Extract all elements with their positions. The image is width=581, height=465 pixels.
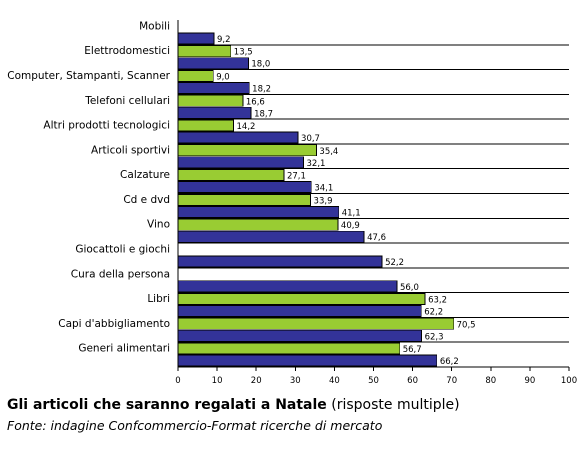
bar (177, 317, 455, 330)
bar (177, 193, 311, 206)
value-label: 41,1 (342, 208, 361, 218)
chart-caption-bold: Gli articoli che saranno regalati a Nata… (7, 397, 327, 413)
value-label: 9,0 (216, 72, 230, 82)
value-label: 66,2 (440, 357, 459, 367)
bar (177, 280, 398, 293)
value-label: 52,2 (385, 258, 404, 268)
bar (177, 293, 426, 305)
x-tick-label: 60 (407, 376, 418, 386)
value-label: 14,2 (237, 122, 256, 132)
category-label: Mobili (139, 20, 170, 32)
bar (177, 329, 422, 342)
value-label: 35,4 (319, 147, 338, 157)
x-tick-label: 0 (175, 376, 180, 386)
bar (177, 45, 232, 58)
bar (177, 218, 339, 231)
x-tick-label: 100 (561, 376, 577, 386)
chart-source: Fonte: indagine Confcommercio-Format ric… (7, 418, 383, 433)
chart-caption-rest: (risposte multiple) (331, 397, 460, 413)
value-label: 47,6 (367, 233, 386, 243)
bar (177, 82, 250, 94)
bar-chart: Mobili 9,2 Elettrodomestici 13,5 18,0 Compute… (7, 20, 577, 386)
value-label: 30,7 (301, 134, 320, 144)
x-tick-label: 70 (446, 376, 457, 386)
axes: 0 10 20 30 40 50 60 70 80 90 100 (175, 20, 577, 386)
value-label: 62,2 (424, 308, 443, 318)
category-label: Generi alimentari (78, 343, 170, 355)
value-label: 18,0 (251, 60, 270, 70)
labels: Mobili 9,2 Elettrodomestici 13,5 18,0 Compute… (7, 20, 475, 367)
x-tick-label: 50 (368, 376, 379, 386)
category-label: Cura della persona (71, 268, 170, 280)
x-tick-label: 40 (329, 376, 340, 386)
bar (177, 32, 215, 45)
category-label: Elettrodomestici (84, 45, 170, 57)
x-tick-label: 80 (485, 376, 496, 386)
category-label: Libri (147, 293, 170, 305)
category-label: Vino (147, 219, 170, 231)
x-tick-label: 90 (524, 376, 535, 386)
value-label: 18,7 (254, 109, 273, 119)
bar (177, 181, 312, 194)
x-tick-label: 20 (251, 376, 262, 386)
bar (177, 305, 422, 317)
x-tick-label: 10 (212, 376, 223, 386)
value-label: 63,2 (428, 296, 447, 306)
value-label: 16,6 (246, 97, 265, 107)
bar (177, 70, 214, 82)
value-label: 56,7 (403, 345, 422, 355)
value-label: 62,3 (425, 332, 444, 342)
category-label: Capi d'abbigliamento (58, 318, 170, 330)
category-label: Calzature (120, 169, 170, 181)
bar (177, 119, 234, 132)
category-label: Altri prodotti tecnologici (43, 120, 170, 132)
bar (177, 205, 340, 218)
bar (177, 230, 365, 243)
value-label: 18,2 (252, 84, 271, 94)
bar (177, 144, 317, 157)
bars (177, 32, 455, 367)
value-label: 56,0 (400, 283, 419, 293)
bar (177, 169, 285, 182)
value-label: 70,5 (457, 320, 476, 330)
category-label: Giocattoli e giochi (75, 243, 170, 255)
value-label: 13,5 (234, 48, 253, 58)
bar (177, 354, 438, 367)
bar (177, 57, 249, 70)
grid-lines (178, 44, 569, 343)
x-tick-label: 30 (290, 376, 301, 386)
value-label: 32,1 (307, 159, 326, 169)
value-label: 9,2 (217, 35, 231, 45)
bar (177, 156, 304, 169)
category-label: Telefoni cellulari (84, 95, 170, 107)
bar (177, 94, 244, 107)
chart-caption: Gli articoli che saranno regalati a Nata… (7, 397, 460, 413)
bar (177, 342, 401, 355)
value-label: 33,9 (314, 196, 333, 206)
bar (177, 106, 252, 119)
value-label: 27,1 (287, 172, 306, 182)
value-label: 40,9 (341, 221, 360, 231)
category-label: Cd e dvd (123, 194, 170, 206)
category-label: Computer, Stampanti, Scanner (7, 70, 170, 82)
value-label: 34,1 (314, 184, 333, 194)
bar (177, 255, 383, 268)
bar (177, 131, 299, 144)
category-label: Articoli sportivi (91, 144, 170, 156)
